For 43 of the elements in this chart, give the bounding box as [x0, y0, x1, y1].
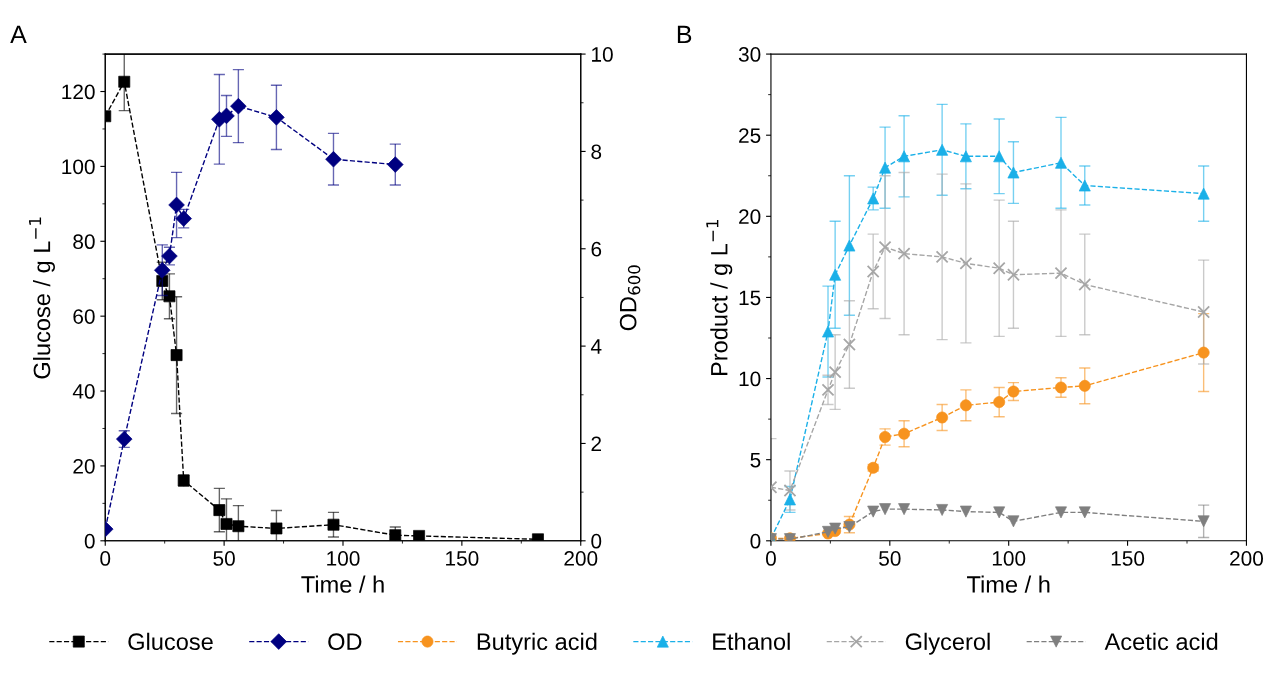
y-tick-label: 5 [750, 452, 761, 468]
y-tick-label: 30 [738, 47, 761, 62]
y-tick-label: 0 [84, 533, 95, 549]
y-tick-label: 40 [72, 384, 95, 399]
y-tick-label: 10 [739, 371, 761, 387]
legend-label: Glycerol [905, 632, 990, 655]
y-axis-title: Product / g L$^{−1}$ [706, 220, 733, 376]
x-tick-label: 200 [1230, 551, 1264, 566]
y2-tick-label: 4 [590, 339, 602, 354]
legend-label: OD [328, 633, 362, 651]
legend-label: Acetic acid [1104, 632, 1218, 651]
y2-tick-label: 10 [592, 47, 613, 62]
x-tick-label: 100 [327, 551, 360, 566]
x-tick-label: 100 [992, 551, 1026, 566]
y-tick-label: 0 [750, 533, 761, 549]
x-tick-label: 0 [765, 551, 776, 566]
legend-label: Butyric acid [477, 632, 597, 655]
y-tick-label: 20 [73, 458, 95, 474]
x-axis-title: Time / h [967, 575, 1050, 593]
x-tick-label: 150 [446, 551, 479, 566]
y-tick-label: 60 [73, 309, 95, 324]
y-axis-title: Glucose / g L$^{−1}$ [29, 217, 55, 379]
y-tick-label: 25 [739, 128, 761, 143]
y2-axis-title: OD$_{600}$ [619, 265, 641, 331]
y2-tick-label: 6 [591, 241, 602, 257]
legend-label: Glucose [128, 632, 213, 651]
y-tick-label: 20 [739, 209, 761, 225]
y-tick-label: 80 [73, 234, 95, 250]
x-axis-title: Time / h [301, 575, 384, 593]
x-tick-label: 50 [213, 551, 235, 566]
y2-tick-label: 2 [591, 436, 602, 451]
x-tick-label: 200 [564, 551, 598, 566]
y-tick-label: 100 [62, 159, 95, 175]
chart-title: B [677, 25, 692, 43]
x-tick-label: 150 [1111, 551, 1145, 566]
x-tick-label: 0 [100, 551, 111, 566]
y2-tick-label: 0 [591, 533, 602, 549]
x-tick-label: 50 [879, 551, 901, 566]
y2-tick-label: 8 [591, 144, 602, 160]
y-tick-label: 15 [739, 290, 761, 306]
chart-title: A [10, 25, 27, 43]
legend-label: Ethanol [713, 632, 790, 651]
y-tick-label: 120 [62, 84, 95, 100]
